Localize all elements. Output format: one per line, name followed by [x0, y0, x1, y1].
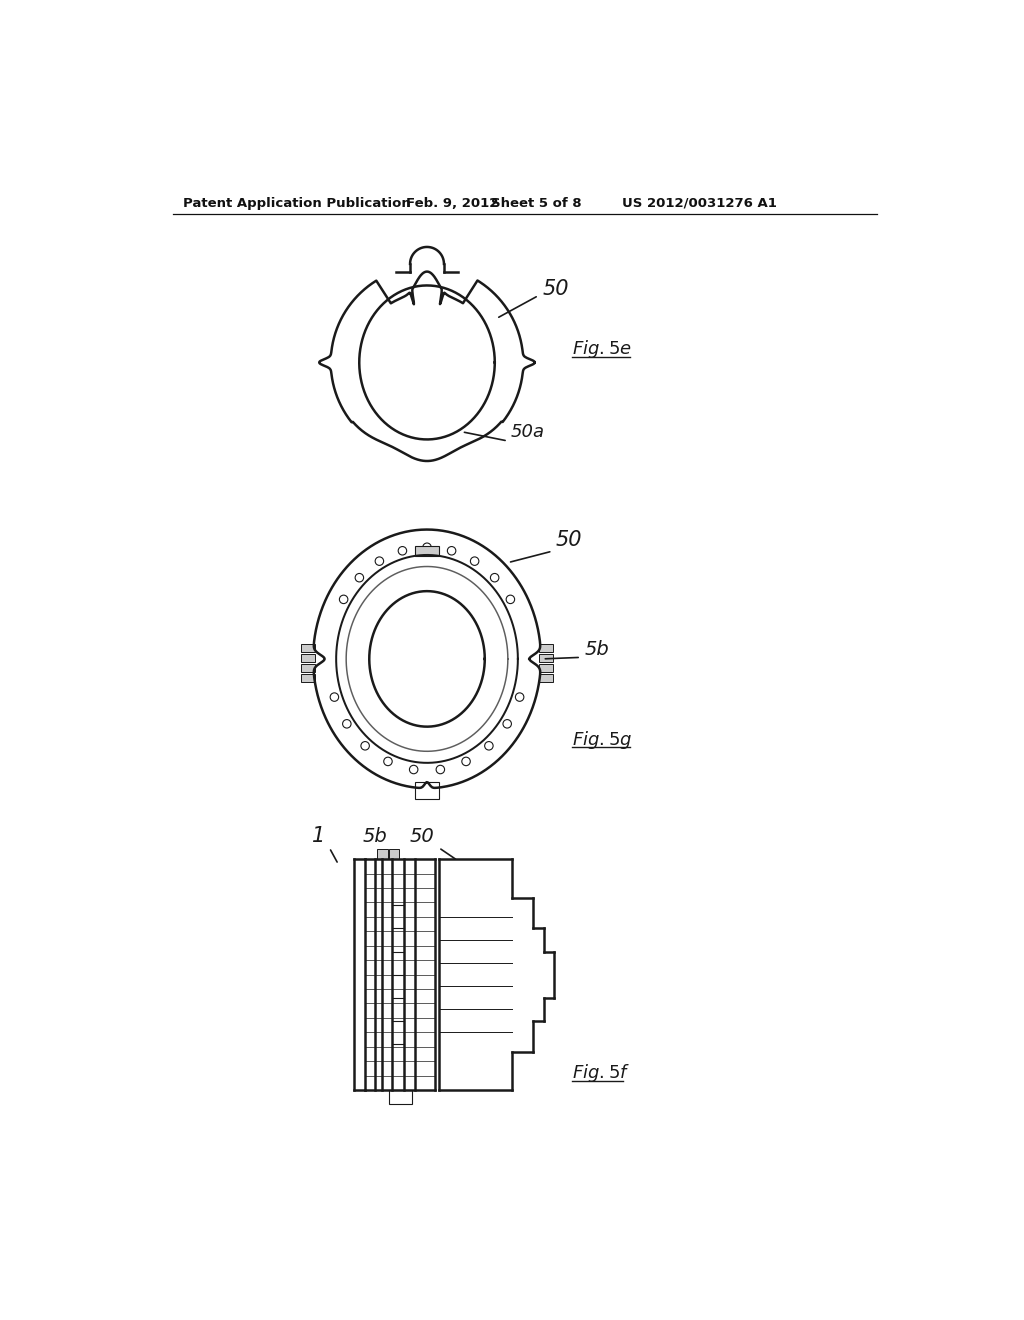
Bar	[416, 545, 438, 557]
Bar	[301, 644, 314, 652]
Bar	[540, 653, 553, 663]
Text: Patent Application Publication: Patent Application Publication	[183, 197, 411, 210]
Text: 5b: 5b	[364, 828, 388, 846]
Bar	[301, 673, 314, 682]
Bar	[416, 781, 438, 799]
Bar	[540, 644, 553, 652]
Text: US 2012/0031276 A1: US 2012/0031276 A1	[622, 197, 776, 210]
Text: $\it{Fig.5e}$: $\it{Fig.5e}$	[571, 338, 632, 360]
Text: Feb. 9, 2012: Feb. 9, 2012	[407, 197, 499, 210]
Text: 50: 50	[410, 828, 434, 846]
Bar	[540, 664, 553, 672]
Text: 50a: 50a	[510, 424, 544, 441]
Text: 1: 1	[311, 826, 325, 846]
Bar	[388, 849, 399, 859]
Text: Sheet 5 of 8: Sheet 5 of 8	[490, 197, 582, 210]
Bar	[301, 664, 314, 672]
Bar	[540, 673, 553, 682]
Bar	[301, 653, 314, 663]
Text: $\it{Fig.5g}$: $\it{Fig.5g}$	[571, 729, 632, 751]
Bar	[388, 1090, 412, 1104]
Text: $\it{Fig.5f}$: $\it{Fig.5f}$	[571, 1063, 630, 1084]
Bar	[377, 849, 388, 859]
Text: 50: 50	[556, 529, 582, 549]
Text: 50: 50	[543, 280, 569, 300]
Text: 5b: 5b	[585, 640, 609, 659]
